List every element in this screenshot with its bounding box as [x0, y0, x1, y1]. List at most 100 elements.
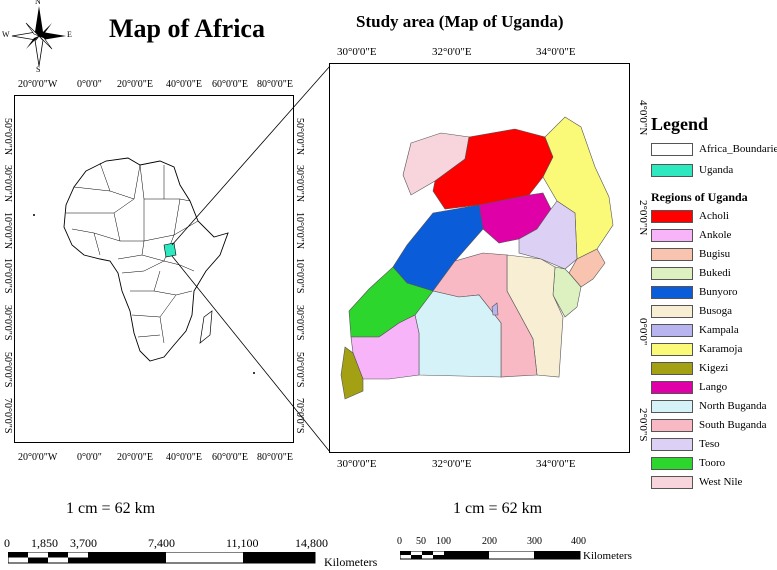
- africa-x-tick-top: 40°0'0"E: [166, 79, 202, 90]
- legend-item-south-buganda: South Buganda: [651, 418, 767, 432]
- region-kampala: [491, 302, 499, 316]
- legend-swatch: [651, 323, 693, 337]
- compass-w: W: [2, 30, 10, 39]
- uganda-scale-label: 400: [571, 536, 586, 547]
- legend-swatch: [651, 304, 693, 318]
- uganda-scale-bar: [400, 551, 581, 560]
- uganda-scale-label: 50: [416, 536, 426, 547]
- africa-map: [33, 157, 255, 374]
- legend-swatch: [651, 342, 693, 356]
- legend-label: Africa_Boundaries: [699, 143, 777, 155]
- legend-label: Lango: [699, 381, 728, 393]
- uganda-y-tick-right: 0°0'0": [637, 318, 649, 346]
- africa-x-tick-bottom: 20°0'0"W: [18, 452, 58, 463]
- legend-item-bukedi: Bukedi: [651, 266, 731, 280]
- legend-swatch: [651, 228, 693, 242]
- legend-label: Busoga: [699, 305, 732, 317]
- africa-x-tick-top: 80°0'0"E: [257, 79, 293, 90]
- legend-item-bugisu: Bugisu: [651, 247, 730, 261]
- legend-item-kigezi: Kigezi: [651, 361, 728, 375]
- legend-item-lango: Lango: [651, 380, 727, 394]
- legend-label: South Buganda: [699, 419, 767, 431]
- africa-x-tick-top: 0°0'0": [77, 79, 102, 90]
- africa-x-tick-bottom: 20°0'0"E: [117, 452, 153, 463]
- legend-swatch: [651, 361, 693, 375]
- africa-scale-label: 7,400: [148, 536, 175, 550]
- legend-swatch: [651, 285, 693, 299]
- uganda-x-tick-top: 30°0'0"E: [337, 46, 377, 58]
- legend-item-kampala: Kampala: [651, 323, 739, 337]
- uganda-x-tick-top: 34°0'0"E: [536, 46, 576, 58]
- africa-x-tick-top: 20°0'0"W: [18, 79, 58, 90]
- legend-label: Uganda: [699, 164, 734, 176]
- region-bukedi: [552, 266, 582, 318]
- uganda-scale-ratio: 1 cm = 62 km: [453, 500, 543, 517]
- legend-swatch: [651, 456, 693, 470]
- uganda-scale-label: 200: [482, 536, 497, 547]
- africa-x-tick-bottom: 0°0'0": [77, 452, 102, 463]
- africa-x-tick-bottom: 40°0'0"E: [166, 452, 202, 463]
- africa-scale-bar: [8, 552, 316, 564]
- legend-item-acholi: Acholi: [651, 209, 729, 223]
- africa-x-tick-top: 20°0'0"E: [117, 79, 153, 90]
- legend-swatch: [651, 399, 693, 413]
- africa-scale-label: 11,100: [226, 536, 259, 550]
- uganda-y-tick-right: 4°0'0"N: [637, 100, 649, 136]
- legend-title: Legend: [651, 114, 709, 134]
- compass-e: E: [67, 30, 72, 39]
- compass-s: S: [36, 65, 41, 74]
- africa-scale-ratio: 1 cm = 62 km: [66, 500, 156, 517]
- legend-swatch: [651, 475, 693, 489]
- africa-scale-label: 3,700: [70, 536, 97, 550]
- uganda-x-tick-top: 32°0'0"E: [432, 46, 472, 58]
- uganda-y-tick-right: 2°0'0"N: [637, 200, 649, 236]
- regions-legend-title: Regions of Uganda: [651, 190, 748, 204]
- legend-label: North Buganda: [699, 400, 767, 412]
- legend-label: West Nile: [699, 476, 743, 488]
- region-teso: [518, 200, 578, 270]
- uganda-map-title: Study area (Map of Uganda): [356, 12, 564, 31]
- uganda-x-tick-bottom: 30°0'0"E: [337, 458, 377, 470]
- uganda-map-frame: [329, 63, 630, 453]
- compass-rose-icon: [11, 6, 66, 67]
- africa-scale-unit: Kilometers: [324, 555, 378, 569]
- legend-item-tooro: Tooro: [651, 456, 725, 470]
- legend-swatch: [651, 437, 693, 451]
- legend-swatch: [651, 418, 693, 432]
- legend-item-ankole: Ankole: [651, 228, 731, 242]
- uganda-y-tick-right: 2°0'0"S: [637, 408, 649, 442]
- uganda-scale-label: 0: [397, 536, 402, 547]
- africa-x-tick-top: 60°0'0"E: [212, 79, 248, 90]
- legend-item-teso: Teso: [651, 437, 720, 451]
- region-kigezi: [340, 346, 364, 400]
- legend-label: Tooro: [699, 457, 726, 469]
- legend-label: Ankole: [699, 229, 732, 241]
- legend-item: Africa_Boundaries: [651, 142, 777, 156]
- legend-label: Teso: [699, 438, 720, 450]
- legend-swatch: [651, 247, 693, 261]
- legend-item-busoga: Busoga: [651, 304, 732, 318]
- legend-swatch: [651, 266, 693, 280]
- legend-label: Kigezi: [699, 362, 729, 374]
- africa-scale-label: 14,800: [295, 536, 328, 550]
- madagascar: [199, 310, 213, 344]
- africa-map-frame: [14, 95, 294, 443]
- africa-map-title: Map of Africa: [109, 14, 265, 43]
- africa-x-tick-bottom: 60°0'0"E: [212, 452, 248, 463]
- legend-label: Karamoja: [699, 343, 743, 355]
- legend-label: Kampala: [699, 324, 739, 336]
- africa-scale-label: 0: [4, 536, 10, 550]
- africa-outline: [63, 157, 229, 362]
- uganda-highlight: [163, 242, 177, 258]
- uganda-regions-map: [340, 116, 614, 400]
- uganda-scale-unit: Kilometers: [583, 550, 632, 562]
- legend-item-bunyoro: Bunyoro: [651, 285, 738, 299]
- legend-item: Uganda: [651, 163, 733, 177]
- legend-item-karamoja: Karamoja: [651, 342, 742, 356]
- africa-x-tick-bottom: 80°0'0"E: [257, 452, 293, 463]
- legend-swatch: [651, 163, 693, 177]
- compass-n: N: [35, 0, 41, 6]
- uganda-scale-label: 100: [436, 536, 451, 547]
- legend-swatch: [651, 142, 693, 156]
